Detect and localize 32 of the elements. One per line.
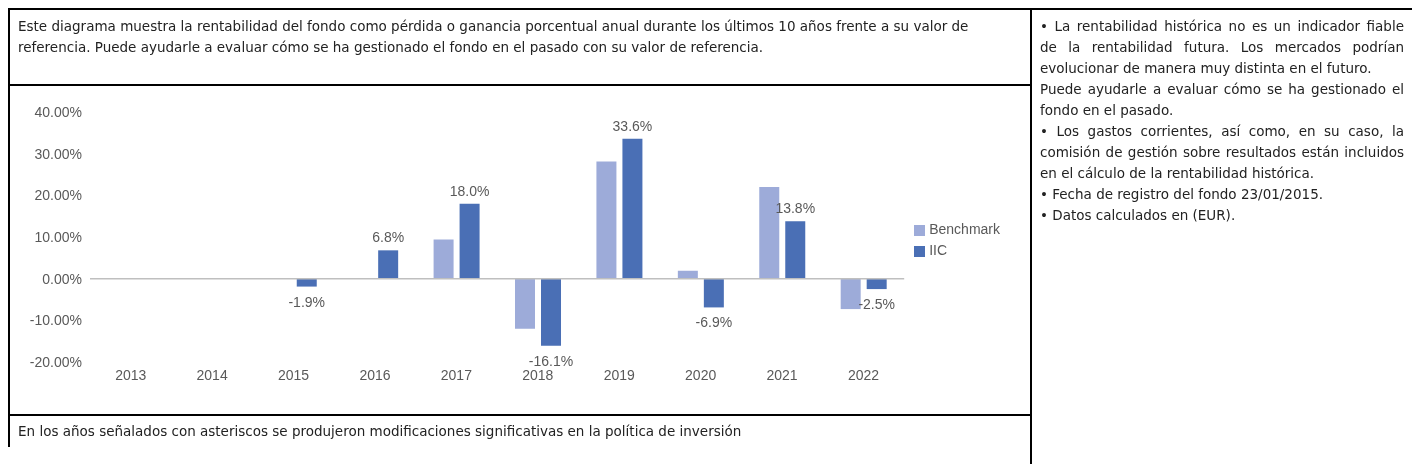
data-label: -16.1% bbox=[528, 352, 574, 369]
x-tick-label: 2016 bbox=[359, 366, 391, 383]
y-tick-label: 40.00% bbox=[34, 103, 82, 120]
y-tick-label: 10.00% bbox=[34, 228, 82, 245]
y-tick-label: 20.00% bbox=[34, 187, 82, 204]
text: Puede ayudarle a evaluar cómo se ha gestionado el fondo en el pasado. bbox=[1040, 80, 1404, 120]
y-tick-label: 30.00% bbox=[34, 145, 82, 162]
data-label: -6.9% bbox=[695, 314, 733, 331]
y-tick-label: 0.00% bbox=[42, 270, 82, 287]
x-tick-label: 2022 bbox=[847, 366, 880, 383]
x-tick-label: 2014 bbox=[196, 366, 228, 383]
y-tick-label: -10.00% bbox=[29, 312, 82, 329]
y-tick-label: -20.00% bbox=[29, 353, 82, 370]
data-label: 18.0% bbox=[449, 182, 490, 199]
text: • La rentabilidad histórica no es un indicador fiable de la rentabilidad futura. Los mercados podrían evolucionar de manera muy distinta en el futuro. bbox=[1040, 17, 1404, 78]
data-label: 6.8% bbox=[372, 229, 405, 246]
chart-title: Este diagrama muestra la rentabilidad del fondo como pérdida o ganancia porcentual anual durante los últimos 10 años frente a su valor de referencia. Puede ayudarle a evaluar cómo se ha gestionado el fondo en el pasado con su valor de referencia. bbox=[8, 8, 1030, 86]
x-tick-label: 2021 bbox=[766, 366, 798, 383]
text: • Los gastos corrientes, así como, en su caso, la comisión de gestión sobre resultados están incluidos en el cálculo de la rentabilidad histórica. bbox=[1040, 122, 1404, 183]
text: En los años señalados con asteriscos se produjeron modificaciones significativas en la política de inversión bbox=[8, 416, 1030, 447]
x-tick-label: 2020 bbox=[685, 366, 717, 383]
x-tick-label: 2017 bbox=[440, 366, 473, 383]
data-label: -1.9% bbox=[288, 293, 326, 310]
x-tick-label: 2019 bbox=[603, 366, 635, 383]
x-tick-label: 2015 bbox=[277, 366, 310, 383]
x-tick-label: 2018 bbox=[522, 366, 554, 383]
text: • Fecha de registro del fondo 23/01/2015. bbox=[1040, 185, 1324, 204]
text: • Datos calculados en (EUR). bbox=[1040, 206, 1237, 225]
data-label: 33.6% bbox=[612, 117, 653, 134]
x-tick-label: 2013 bbox=[115, 366, 147, 383]
legend-label: IIC bbox=[929, 242, 948, 258]
legend-label: Benchmark bbox=[929, 221, 1000, 237]
